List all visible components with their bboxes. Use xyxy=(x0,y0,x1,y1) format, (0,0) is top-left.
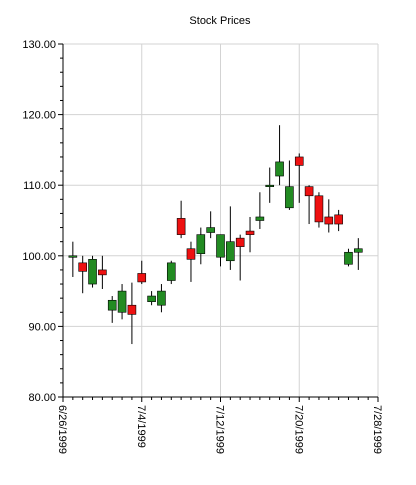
candle-body-down xyxy=(245,230,255,235)
candles-layer xyxy=(68,125,363,345)
candle-body-up xyxy=(206,227,215,233)
y-tick-label: 110.00 xyxy=(23,180,56,192)
candle-body-down xyxy=(314,195,324,223)
candle-body-up xyxy=(216,234,225,258)
candle-body-up xyxy=(275,161,284,177)
x-tick-label: 7/12/1999 xyxy=(214,405,226,454)
y-tick-label: 120.00 xyxy=(22,110,56,122)
candle-body-down xyxy=(235,237,245,247)
candle-body-down xyxy=(78,262,87,272)
candle-body-up xyxy=(166,262,176,281)
candle-body-up xyxy=(354,248,363,253)
y-tick-label: 80.00 xyxy=(28,392,56,404)
candle-body-up xyxy=(157,290,166,306)
x-tick-label: 6/26/1999 xyxy=(56,405,68,454)
candle-body-up xyxy=(88,259,97,285)
candle-body-down xyxy=(334,214,343,225)
candle-body-up xyxy=(226,241,235,262)
candle-body-up xyxy=(68,255,78,258)
chart-title: Stock Prices xyxy=(189,15,251,27)
candle-body-down xyxy=(176,218,186,235)
candle-body-down xyxy=(294,156,304,166)
candle-body-up xyxy=(107,299,117,311)
candle-body-up xyxy=(255,216,265,221)
candle-body-down xyxy=(324,216,334,225)
candle-body-up xyxy=(285,186,294,209)
candle-body-up xyxy=(147,295,156,302)
y-tick-label: 130.00 xyxy=(22,39,56,51)
y-tick-label: 100.00 xyxy=(22,251,56,263)
y-tick-label: 90.00 xyxy=(28,321,56,333)
candle-body-up xyxy=(196,234,206,254)
candle-body-down xyxy=(137,273,147,283)
axes: 80.00 90.00 100.00 110.00 120.00 130.00 6/26/1… xyxy=(22,39,383,454)
x-tick-label: 7/20/1999 xyxy=(292,405,304,454)
x-tick-label: 7/28/1999 xyxy=(371,405,383,454)
candle-body-up xyxy=(344,251,353,265)
candle-body-down xyxy=(98,269,107,276)
candle-body-down xyxy=(186,248,196,260)
candle-body-up xyxy=(265,184,275,187)
candle-body-up xyxy=(117,290,127,313)
candle-body-down xyxy=(127,304,137,315)
candle-body-down xyxy=(304,186,314,197)
x-tick-label: 7/4/1999 xyxy=(135,405,147,448)
